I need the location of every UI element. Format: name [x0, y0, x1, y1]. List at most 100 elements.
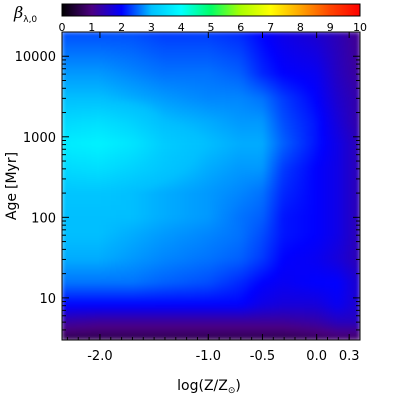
heatmap-cell	[275, 289, 282, 296]
heatmap-cell	[106, 250, 113, 257]
y-axis-label: Age[Myr]	[4, 152, 20, 220]
heatmap-cell	[344, 160, 351, 167]
heatmap-cell	[230, 61, 237, 68]
heatmap-cell	[136, 91, 142, 98]
heatmap-cell	[314, 230, 321, 237]
heatmap-cell	[319, 170, 326, 177]
heatmap-cell	[280, 329, 286, 336]
heatmap-cell	[66, 185, 73, 192]
heatmap-cell	[339, 255, 346, 262]
heatmap-cell	[190, 32, 197, 38]
heatmap-cell	[235, 190, 242, 197]
heatmap-cell	[230, 329, 237, 336]
heatmap-cell	[294, 170, 301, 177]
heatmap-cell	[150, 91, 157, 98]
heatmap-cell	[314, 255, 321, 262]
heatmap-cell	[111, 309, 118, 316]
heatmap-cell	[140, 250, 147, 257]
heatmap-cell	[121, 260, 128, 266]
heatmap-cell	[334, 120, 341, 127]
heatmap-cell	[155, 190, 162, 197]
heatmap-cell	[101, 190, 108, 197]
heatmap-cell	[339, 130, 346, 137]
heatmap-cell	[235, 195, 242, 202]
heatmap-cell	[285, 96, 291, 103]
heatmap-cell	[81, 175, 88, 182]
heatmap-cell	[121, 46, 128, 53]
heatmap-cell	[220, 140, 227, 147]
heatmap-cell	[101, 145, 108, 152]
heatmap-cell	[116, 200, 123, 207]
heatmap-cell	[339, 51, 346, 58]
heatmap-cell	[270, 36, 277, 43]
heatmap-cell	[260, 66, 267, 73]
heatmap-cell	[62, 250, 68, 257]
heatmap-cell	[339, 225, 346, 232]
heatmap-cell	[195, 304, 202, 311]
heatmap-cell	[354, 32, 360, 38]
heatmap-cell	[309, 274, 316, 281]
heatmap-cell	[116, 115, 123, 122]
heatmap-cell	[324, 106, 331, 112]
heatmap-cell	[329, 125, 336, 132]
heatmap-cell	[200, 41, 207, 48]
heatmap-cell	[289, 230, 296, 237]
heatmap-cell	[220, 36, 227, 43]
heatmap-cell	[136, 220, 142, 227]
heatmap-cell	[354, 91, 360, 98]
heatmap-cell	[220, 165, 227, 172]
heatmap-cell	[81, 264, 88, 271]
heatmap-cell	[81, 210, 88, 217]
heatmap-cell	[344, 96, 351, 103]
heatmap-cell	[140, 115, 147, 122]
heatmap-cell	[285, 46, 291, 53]
heatmap-cell	[260, 255, 267, 262]
heatmap-cell	[86, 71, 93, 78]
heatmap-cell	[86, 170, 93, 177]
heatmap-cell	[210, 145, 217, 152]
heatmap-cell	[215, 145, 222, 152]
heatmap-cell	[299, 130, 306, 137]
heatmap-cell	[235, 155, 242, 162]
heatmap-cell	[230, 96, 237, 103]
heatmap-cell	[111, 210, 118, 217]
heatmap-cell	[324, 32, 331, 38]
heatmap-cell	[344, 190, 351, 197]
heatmap-cell	[324, 235, 331, 242]
heatmap-cell	[101, 150, 108, 157]
heatmap-cell	[185, 150, 192, 157]
heatmap-cell	[255, 46, 262, 53]
heatmap-cell	[334, 319, 341, 326]
heatmap-cell	[106, 220, 113, 227]
heatmap-cell	[280, 145, 286, 152]
heatmap-cell	[91, 36, 98, 43]
heatmap-cell	[245, 66, 252, 73]
heatmap-cell	[349, 220, 356, 227]
heatmap-cell	[319, 110, 326, 117]
heatmap-cell	[86, 32, 93, 38]
heatmap-cell	[76, 334, 83, 340]
heatmap-cell	[155, 264, 162, 271]
heatmap-cell	[101, 324, 108, 331]
heatmap-cell	[294, 255, 301, 262]
heatmap-cell	[145, 230, 152, 237]
heatmap-cell	[131, 46, 137, 53]
heatmap-cell	[299, 235, 306, 242]
heatmap-cell	[334, 215, 341, 222]
heatmap-cell	[245, 56, 252, 63]
heatmap-cell	[175, 314, 182, 321]
heatmap-cell	[225, 304, 232, 311]
heatmap-cell	[319, 51, 326, 58]
heatmap-cell	[71, 110, 78, 117]
heatmap-cell	[195, 309, 202, 316]
heatmap-cell	[265, 240, 272, 247]
heatmap-cell	[150, 210, 157, 217]
heatmap-cell	[71, 240, 78, 247]
heatmap-cell	[250, 71, 257, 78]
heatmap-cell	[339, 205, 346, 212]
heatmap-cell	[195, 101, 202, 108]
heatmap-cell	[215, 66, 222, 73]
heatmap-cell	[155, 250, 162, 257]
heatmap-cell	[180, 170, 187, 177]
heatmap-cell	[136, 170, 142, 177]
